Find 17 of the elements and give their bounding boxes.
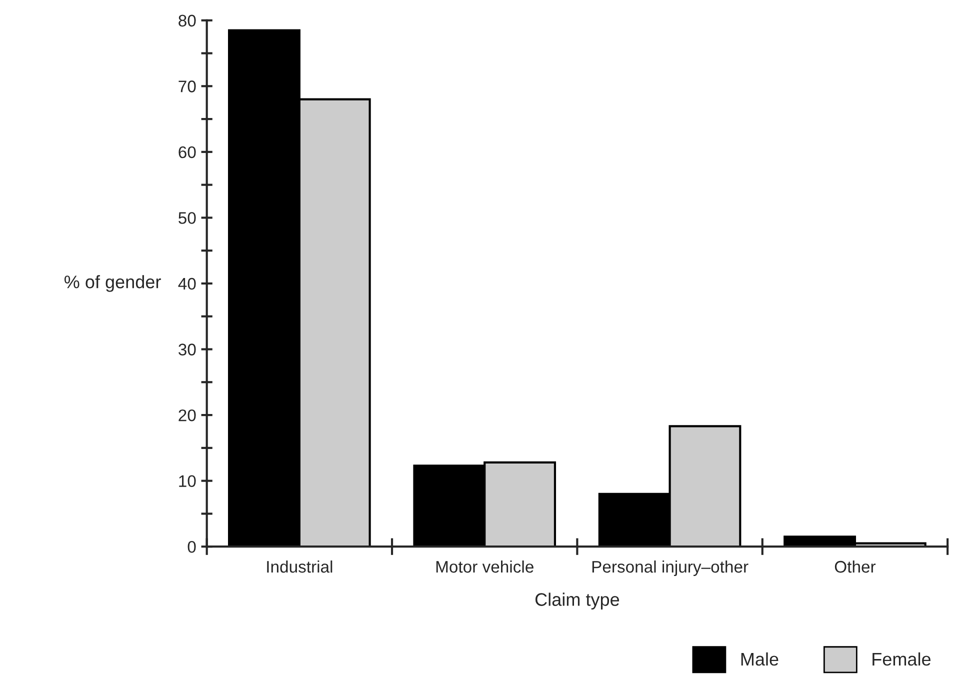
y-tick-label: 10 — [179, 475, 196, 488]
y-tick-label: 80 — [178, 14, 196, 27]
x-tick-label: Personal injury–other — [592, 560, 748, 576]
x-tick-label: Motor vehicle — [436, 560, 534, 573]
x-tick-label: Other — [834, 560, 876, 573]
y-tick-label: 30 — [178, 344, 196, 356]
legend-label: Male — [741, 652, 778, 666]
y-tick-label: 50 — [178, 212, 196, 224]
x-axis-title: Claim type — [535, 592, 620, 610]
x-tick-label: Industrial — [267, 560, 332, 573]
y-tick-label: 20 — [178, 409, 196, 422]
y-tick-label: 70 — [178, 80, 196, 92]
y-tick-label: 60 — [178, 146, 196, 158]
y-axis-title: % of gender — [64, 275, 161, 292]
y-tick-label: 40 — [178, 278, 196, 290]
legend-label: Female — [872, 652, 931, 666]
y-tick-label: 0 — [188, 540, 196, 553]
